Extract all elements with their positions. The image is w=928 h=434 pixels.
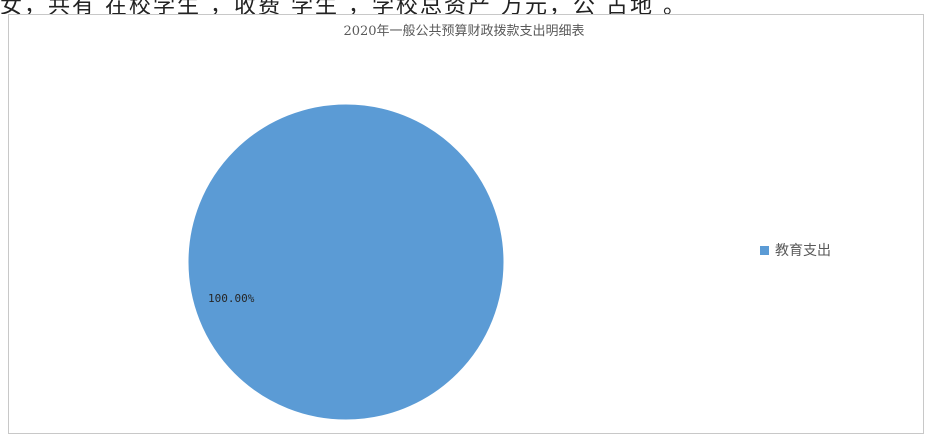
pie-chart: 100.00% [187,103,505,421]
cropped-header-line: 女，共有 在校学生 ，收费 学生 ，学校总资产 万元，公 占地 。 [0,0,687,14]
legend-swatch-icon [760,245,769,255]
legend-label: 教育支出 [775,243,831,259]
cropped-header-text: 女，共有 在校学生 ，收费 学生 ，学校总资产 万元，公 占地 。 [0,0,928,14]
chart-title: 2020年一般公共预算财政拨款支出明细表 [343,24,585,39]
pie-data-label-0: 100.00% [208,292,255,305]
pie-slice-0 [187,103,505,421]
chart-legend: 教育支出 [760,240,831,260]
